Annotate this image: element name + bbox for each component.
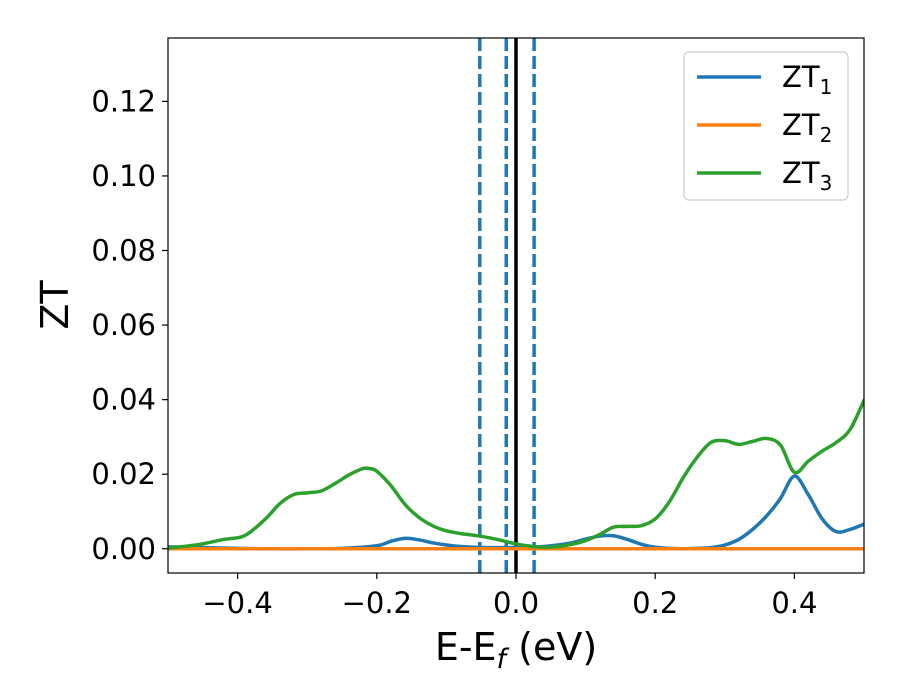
y-tick-label: 0.06 bbox=[91, 308, 156, 342]
x-axis-label: E-Ef (eV) bbox=[435, 625, 597, 675]
legend-entry-name: ZT bbox=[782, 156, 820, 190]
series-line-zt3 bbox=[168, 398, 864, 550]
legend-entry-zt3: ZT3 bbox=[782, 156, 832, 195]
x-tick-label: 0.4 bbox=[771, 586, 817, 620]
x-tick-label: 0.2 bbox=[632, 586, 678, 620]
legend-entry-name: ZT bbox=[782, 108, 820, 142]
y-tick-label: 0.00 bbox=[91, 532, 156, 566]
x-tick-label: 0.0 bbox=[493, 586, 539, 620]
x-axis-label-unit: (eV) bbox=[506, 625, 597, 669]
axes: −0.4 −0.2 0.0 0.2 0.4 0.00 0.02 0.04 0.06 0.08 0.1… bbox=[91, 37, 865, 620]
legend-entry-zt1: ZT1 bbox=[782, 60, 832, 99]
y-tick-label: 0.08 bbox=[91, 234, 156, 268]
y-tick-label: 0.12 bbox=[91, 84, 156, 118]
legend-entry-name: ZT bbox=[782, 60, 820, 94]
x-axis-label-main: E-E bbox=[435, 625, 497, 669]
plot-content bbox=[168, 38, 864, 573]
plot-area bbox=[168, 38, 864, 573]
y-tick-label: 0.02 bbox=[91, 457, 156, 491]
y-tick-label: 0.04 bbox=[91, 383, 156, 417]
legend-entry-subscript: 1 bbox=[820, 75, 833, 99]
legend-entry-subscript: 2 bbox=[820, 123, 833, 147]
x-tick-label: −0.2 bbox=[342, 586, 412, 620]
y-axis-label: ZT bbox=[33, 280, 77, 330]
legend-entry-zt2: ZT2 bbox=[782, 108, 832, 147]
x-tick-label: −0.4 bbox=[202, 586, 272, 620]
legend-box bbox=[683, 51, 849, 201]
y-tick-label: 0.10 bbox=[91, 159, 156, 193]
legend-entry-subscript: 3 bbox=[820, 171, 833, 195]
